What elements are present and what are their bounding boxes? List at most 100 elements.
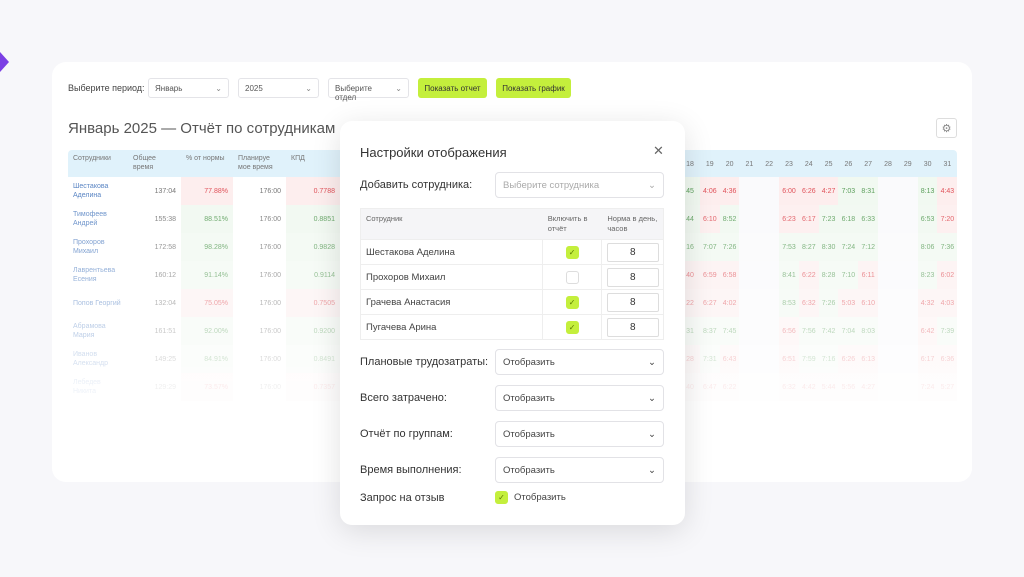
day-cell: 8:03 <box>858 317 879 345</box>
feedback-label: Запрос на отзыв <box>360 492 445 504</box>
chevron-down-icon: ⌄ <box>395 84 402 93</box>
day-header: 29 <box>903 161 912 168</box>
norm-input[interactable] <box>606 292 659 312</box>
setting-value: Отобразить <box>503 356 555 368</box>
day-cell: 22 <box>680 289 700 317</box>
feedback-checkbox[interactable]: ✓ Отобразить <box>495 491 566 504</box>
setting-select[interactable]: Отобразить ⌄ <box>495 349 664 375</box>
employee-name-link[interactable]: Лаврентьева Есения <box>73 267 116 283</box>
day-cell: 6:27 <box>699 289 720 317</box>
day-cell: 6:02 <box>937 261 958 289</box>
day-header: 21 <box>745 161 754 168</box>
day-cell: 4:03 <box>937 289 958 317</box>
planned-time: 176:00 <box>259 215 281 223</box>
day-header: 19 <box>705 161 714 168</box>
show-report-button[interactable]: Показать отчет <box>418 78 487 98</box>
settings-button[interactable]: ⚙ <box>936 118 957 138</box>
employee-name: Пугачева Арина <box>361 315 543 339</box>
percent-of-norm: 92.00% <box>181 317 233 345</box>
add-employee-label: Добавить сотрудника: <box>360 179 473 191</box>
day-cell <box>739 233 760 261</box>
employee-name-link[interactable]: Попов Георгий <box>73 299 121 307</box>
department-select[interactable]: Выберите отдел ⌄ <box>328 78 409 102</box>
setting-label: Отчёт по группам: <box>360 428 453 440</box>
total-time: 161:51 <box>154 327 176 335</box>
day-cell: 7:07 <box>699 233 720 261</box>
employee-row: Пугачева Арина ✓ <box>361 314 663 339</box>
year-select[interactable]: 2025 ⌄ <box>238 78 319 98</box>
feedback-value: Отобразить <box>514 492 566 503</box>
day-cell: 6:32 <box>798 289 819 317</box>
brand-marker <box>0 52 9 72</box>
day-cell: 6:42 <box>917 317 938 345</box>
planned-time: 176:00 <box>259 187 281 195</box>
day-cell: 6:59 <box>699 261 720 289</box>
include-checkbox[interactable]: ✓ <box>565 295 579 309</box>
day-cell: 40 <box>680 261 700 289</box>
close-icon[interactable]: ✕ <box>653 143 664 158</box>
day-cell <box>897 317 918 345</box>
add-employee-select[interactable]: Выберите сотрудника ⌄ <box>495 172 664 198</box>
employee-name-link[interactable]: Шестакова Аделина <box>73 183 109 199</box>
employee-table-header: Сотрудник Включить в отчёт Норма в день,… <box>361 209 663 239</box>
include-checkbox[interactable] <box>565 270 579 284</box>
employee-name-link[interactable]: Тимофеев Андрей <box>73 211 107 227</box>
day-cell <box>739 289 760 317</box>
day-cell <box>759 177 780 205</box>
include-checkbox[interactable]: ✓ <box>565 320 579 334</box>
percent-of-norm: 98.28% <box>181 233 233 261</box>
chevron-down-icon: ⌄ <box>648 428 656 440</box>
day-cell: 8:13 <box>917 177 938 205</box>
employee-table: Сотрудник Включить в отчёт Норма в день,… <box>360 208 664 340</box>
day-cell <box>897 205 918 233</box>
day-header: 30 <box>923 161 932 168</box>
chevron-down-icon: ⌄ <box>215 84 222 93</box>
employee-name: Прохоров Михаил <box>361 265 543 289</box>
day-cell <box>878 205 898 233</box>
column-header: Планируе мое время <box>233 150 286 177</box>
setting-select[interactable]: Отобразить ⌄ <box>495 421 664 447</box>
employee-name: Шестакова Аделина <box>361 240 543 264</box>
norm-input[interactable] <box>606 317 659 337</box>
norm-input[interactable] <box>606 267 659 287</box>
day-cell: 6:00 <box>779 177 799 205</box>
day-cell: 7:23 <box>818 205 839 233</box>
gear-icon: ⚙ <box>941 122 952 135</box>
day-cell <box>759 261 780 289</box>
day-cell: 8:06 <box>917 233 938 261</box>
day-cell: 4:32 <box>917 289 938 317</box>
column-header: КПД <box>286 150 340 177</box>
day-cell: 6:33 <box>858 205 879 233</box>
day-cell: 6:26 <box>798 177 819 205</box>
chevron-down-icon: ⌄ <box>648 464 656 476</box>
column-header: Общее время <box>128 150 181 177</box>
day-cell: 8:52 <box>719 205 740 233</box>
include-checkbox[interactable]: ✓ <box>565 245 579 259</box>
norm-input[interactable] <box>606 242 659 262</box>
header-include: Включить в отчёт <box>547 214 588 233</box>
show-chart-button[interactable]: Показать график <box>496 78 571 98</box>
day-cell: 6:58 <box>719 261 740 289</box>
employee-name-link[interactable]: Прохоров Михаил <box>73 239 105 255</box>
setting-select[interactable]: Отобразить ⌄ <box>495 385 664 411</box>
planned-time: 176:00 <box>259 299 281 307</box>
day-header: 18 <box>686 161 694 168</box>
employee-name-link[interactable]: Абрамова Мария <box>73 323 106 339</box>
setting-label: Плановые трудозатраты: <box>360 356 489 368</box>
day-header: 24 <box>804 161 813 168</box>
month-select[interactable]: Январь ⌄ <box>148 78 229 98</box>
day-header: 22 <box>765 161 774 168</box>
day-cell <box>878 289 898 317</box>
day-header-bg <box>680 150 957 177</box>
add-employee-placeholder: Выберите сотрудника <box>503 179 600 191</box>
setting-value: Отобразить <box>503 464 555 476</box>
column-header: Сотрудники <box>68 150 129 177</box>
day-cell: 7:53 <box>779 233 799 261</box>
setting-select[interactable]: Отобразить ⌄ <box>495 457 664 483</box>
day-cell: 7:03 <box>838 177 859 205</box>
day-cell: 31 <box>680 317 700 345</box>
department-placeholder: Выберите отдел <box>335 84 372 102</box>
day-cell: 8:23 <box>917 261 938 289</box>
employee-row: Шестакова Аделина ✓ <box>361 239 663 264</box>
day-cell <box>897 289 918 317</box>
